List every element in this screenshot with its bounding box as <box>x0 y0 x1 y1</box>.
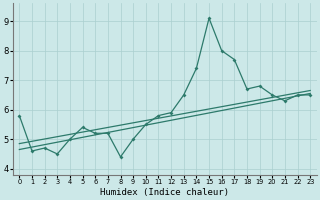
X-axis label: Humidex (Indice chaleur): Humidex (Indice chaleur) <box>100 188 229 197</box>
